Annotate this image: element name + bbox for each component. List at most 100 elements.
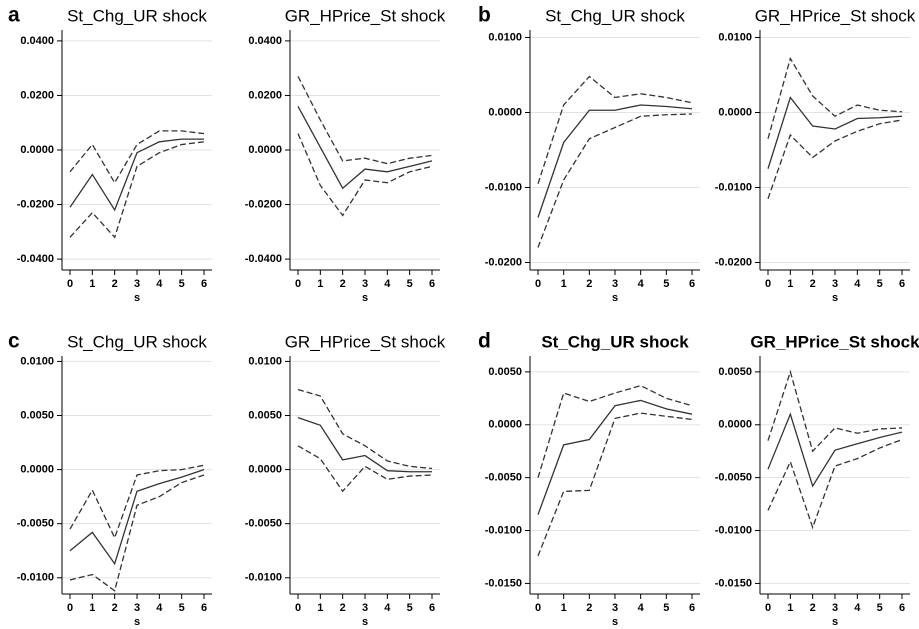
x-tick-label: 1 bbox=[561, 602, 567, 614]
x-tick-label: 4 bbox=[854, 602, 861, 614]
series-line bbox=[297, 106, 433, 190]
x-axis-label: s bbox=[832, 616, 838, 628]
y-tick-label: -0.0100 bbox=[485, 181, 522, 193]
x-tick-label: 2 bbox=[810, 278, 816, 290]
y-tick-label: 0.0400 bbox=[20, 35, 54, 47]
series-line bbox=[767, 369, 903, 453]
y-tick-label: 0.0000 bbox=[248, 144, 282, 156]
x-tick-label: 0 bbox=[295, 278, 301, 290]
chart-title: St_Chg_UR shock bbox=[541, 332, 689, 351]
chart-title: GR_HPrice_St shock bbox=[750, 332, 919, 351]
series-line bbox=[297, 76, 433, 165]
x-axis-label: s bbox=[612, 292, 618, 304]
x-tick-label: 1 bbox=[89, 278, 95, 290]
x-axis-label: s bbox=[134, 616, 140, 628]
x-tick-label: 0 bbox=[67, 278, 73, 290]
series-line bbox=[767, 96, 903, 169]
y-tick-label: 0.0200 bbox=[248, 89, 282, 101]
x-tick-label: 0 bbox=[535, 602, 541, 614]
x-tick-label: 6 bbox=[429, 602, 435, 614]
series-line bbox=[767, 412, 903, 488]
x-tick-label: 0 bbox=[535, 278, 541, 290]
x-tick-label: 2 bbox=[586, 278, 592, 290]
y-tick-label: 0.0000 bbox=[248, 463, 282, 475]
x-tick-label: 6 bbox=[899, 602, 905, 614]
series-line bbox=[69, 130, 205, 185]
series-line bbox=[297, 445, 433, 493]
y-tick-label: 0.0000 bbox=[20, 144, 54, 156]
panel-label: c bbox=[8, 330, 20, 353]
y-tick-label: 0.0100 bbox=[488, 31, 522, 43]
series-line bbox=[297, 417, 432, 473]
y-tick-label: -0.0150 bbox=[715, 577, 752, 589]
y-tick-label: -0.0100 bbox=[485, 524, 522, 536]
x-tick-label: 5 bbox=[179, 602, 185, 614]
x-tick-label: 4 bbox=[638, 602, 645, 614]
x-axis-label: s bbox=[832, 292, 838, 304]
series-line bbox=[297, 388, 433, 470]
chart-title: GR_HPrice_St shock bbox=[285, 6, 446, 25]
x-tick-label: 0 bbox=[67, 602, 73, 614]
series-line bbox=[537, 113, 693, 248]
x-tick-label: 1 bbox=[89, 602, 95, 614]
x-tick-label: 3 bbox=[832, 278, 838, 290]
x-axis-label: s bbox=[134, 292, 140, 304]
y-tick-label: -0.0100 bbox=[715, 524, 752, 536]
y-tick-label: -0.0050 bbox=[715, 472, 752, 484]
y-tick-label: 0.0050 bbox=[248, 409, 282, 421]
y-tick-label: -0.0100 bbox=[715, 181, 752, 193]
series-line bbox=[69, 464, 205, 540]
y-tick-label: 0.0100 bbox=[248, 355, 282, 367]
x-tick-label: 5 bbox=[407, 278, 413, 290]
x-tick-label: 5 bbox=[407, 602, 413, 614]
y-tick-label: -0.0200 bbox=[485, 256, 522, 268]
x-tick-label: 0 bbox=[765, 602, 771, 614]
series-line bbox=[767, 56, 903, 139]
x-tick-label: 3 bbox=[362, 278, 368, 290]
y-tick-label: 0.0000 bbox=[488, 106, 522, 118]
series-line bbox=[69, 474, 205, 592]
x-tick-label: 0 bbox=[765, 278, 771, 290]
x-tick-label: 3 bbox=[832, 602, 838, 614]
x-tick-label: 4 bbox=[156, 278, 163, 290]
chart-title: GR_HPrice_St shock bbox=[285, 332, 446, 351]
x-tick-label: 2 bbox=[340, 278, 346, 290]
series-line bbox=[537, 104, 693, 218]
x-tick-label: 5 bbox=[877, 278, 883, 290]
x-tick-label: 5 bbox=[877, 602, 883, 614]
y-tick-label: -0.0100 bbox=[245, 572, 282, 584]
y-tick-label: -0.0050 bbox=[245, 518, 282, 530]
x-tick-label: 5 bbox=[663, 602, 669, 614]
x-tick-label: 6 bbox=[899, 278, 905, 290]
x-tick-label: 4 bbox=[384, 278, 391, 290]
x-tick-label: 2 bbox=[340, 602, 346, 614]
y-tick-label: -0.0150 bbox=[485, 577, 522, 589]
y-tick-label: -0.0100 bbox=[17, 572, 54, 584]
x-tick-label: 3 bbox=[134, 602, 140, 614]
y-tick-label: 0.0000 bbox=[488, 419, 522, 431]
x-tick-label: 2 bbox=[586, 602, 592, 614]
x-tick-label: 1 bbox=[317, 602, 323, 614]
series-line bbox=[537, 75, 693, 184]
x-axis-label: s bbox=[612, 616, 618, 628]
x-axis-label: s bbox=[362, 292, 368, 304]
series-line bbox=[69, 141, 205, 239]
x-tick-label: 2 bbox=[112, 278, 118, 290]
y-tick-label: -0.0050 bbox=[485, 472, 522, 484]
y-tick-label: 0.0400 bbox=[248, 35, 282, 47]
y-tick-label: 0.0050 bbox=[718, 366, 752, 378]
x-tick-label: 2 bbox=[810, 602, 816, 614]
y-tick-label: 0.0100 bbox=[20, 355, 54, 367]
x-tick-label: 1 bbox=[561, 278, 567, 290]
panel-label: a bbox=[8, 4, 20, 27]
series-line bbox=[537, 412, 693, 557]
x-tick-label: 6 bbox=[689, 602, 695, 614]
panel-label: d bbox=[478, 330, 491, 353]
series-line bbox=[69, 468, 205, 566]
x-tick-label: 4 bbox=[854, 278, 861, 290]
series-line bbox=[69, 138, 204, 212]
x-tick-label: 4 bbox=[156, 602, 163, 614]
y-tick-label: -0.0200 bbox=[245, 198, 282, 210]
series-line bbox=[537, 384, 693, 478]
y-tick-label: 0.0000 bbox=[20, 463, 54, 475]
